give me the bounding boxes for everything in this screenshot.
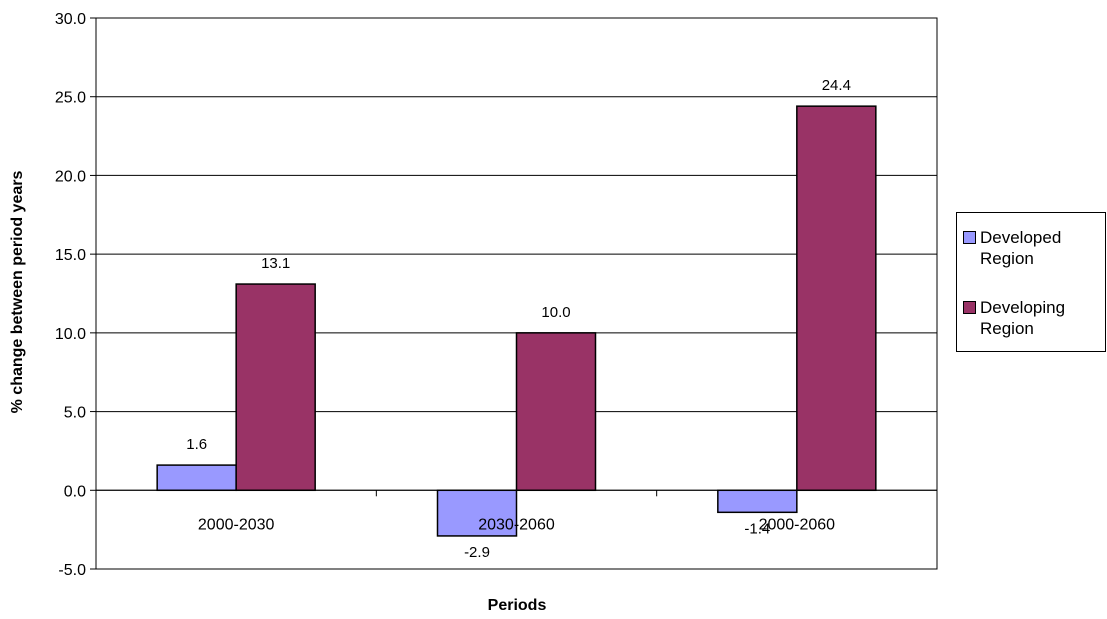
data-label: 1.6 [186, 436, 207, 453]
legend-item-developed-region: Developed Region [963, 227, 1090, 269]
legend-label-developing-region: Developing Region [980, 298, 1066, 338]
data-label: 13.1 [261, 255, 290, 272]
y-tick-label: 10.0 [55, 326, 86, 343]
bar [436, 489, 518, 537]
x-tick-label: 2030-2060 [478, 516, 555, 533]
y-axis-title: % change between period years [9, 171, 26, 414]
legend: Developed Region Developing Region [956, 212, 1106, 352]
x-tick-label: 2000-2030 [198, 516, 275, 533]
axes [95, 17, 938, 570]
y-tick-label: 0.0 [64, 483, 86, 500]
y-tick-labels: -5.0 0.0 5.0 10.0 15.0 20.0 25.0 30.0 [55, 11, 86, 579]
x-tick-labels: 2000-2030 2030-2060 2000-2060 [198, 516, 835, 533]
x-axis-title: Periods [488, 597, 547, 614]
bar [515, 332, 597, 492]
data-label: -2.9 [464, 544, 490, 561]
legend-label-developed-region: Developed Region [980, 228, 1062, 268]
y-tick-label: 15.0 [55, 247, 86, 264]
bar [717, 489, 798, 514]
data-label: 10.0 [541, 304, 570, 321]
legend-item-developing-region: Developing Region [963, 297, 1090, 339]
x-tick-label: 2000-2060 [759, 516, 836, 533]
legend-swatch-developed-region [963, 231, 976, 244]
bar [235, 283, 316, 492]
data-label: -1.4 [744, 520, 770, 537]
y-tick-label: 5.0 [64, 405, 86, 422]
y-tick-label: 25.0 [55, 90, 86, 107]
plot-area-border [95, 17, 938, 570]
legend-swatch-developing-region [963, 301, 976, 314]
data-labels: 1.6 13.1 -2.9 10.0 -1.4 24.4 [186, 77, 851, 561]
y-tick-label: 20.0 [55, 168, 86, 185]
bar [796, 105, 877, 492]
data-label: 24.4 [822, 77, 851, 94]
y-tick-label: 30.0 [55, 11, 86, 28]
bar [156, 464, 237, 492]
bars [156, 105, 877, 537]
y-tick-label: -5.0 [58, 562, 86, 579]
